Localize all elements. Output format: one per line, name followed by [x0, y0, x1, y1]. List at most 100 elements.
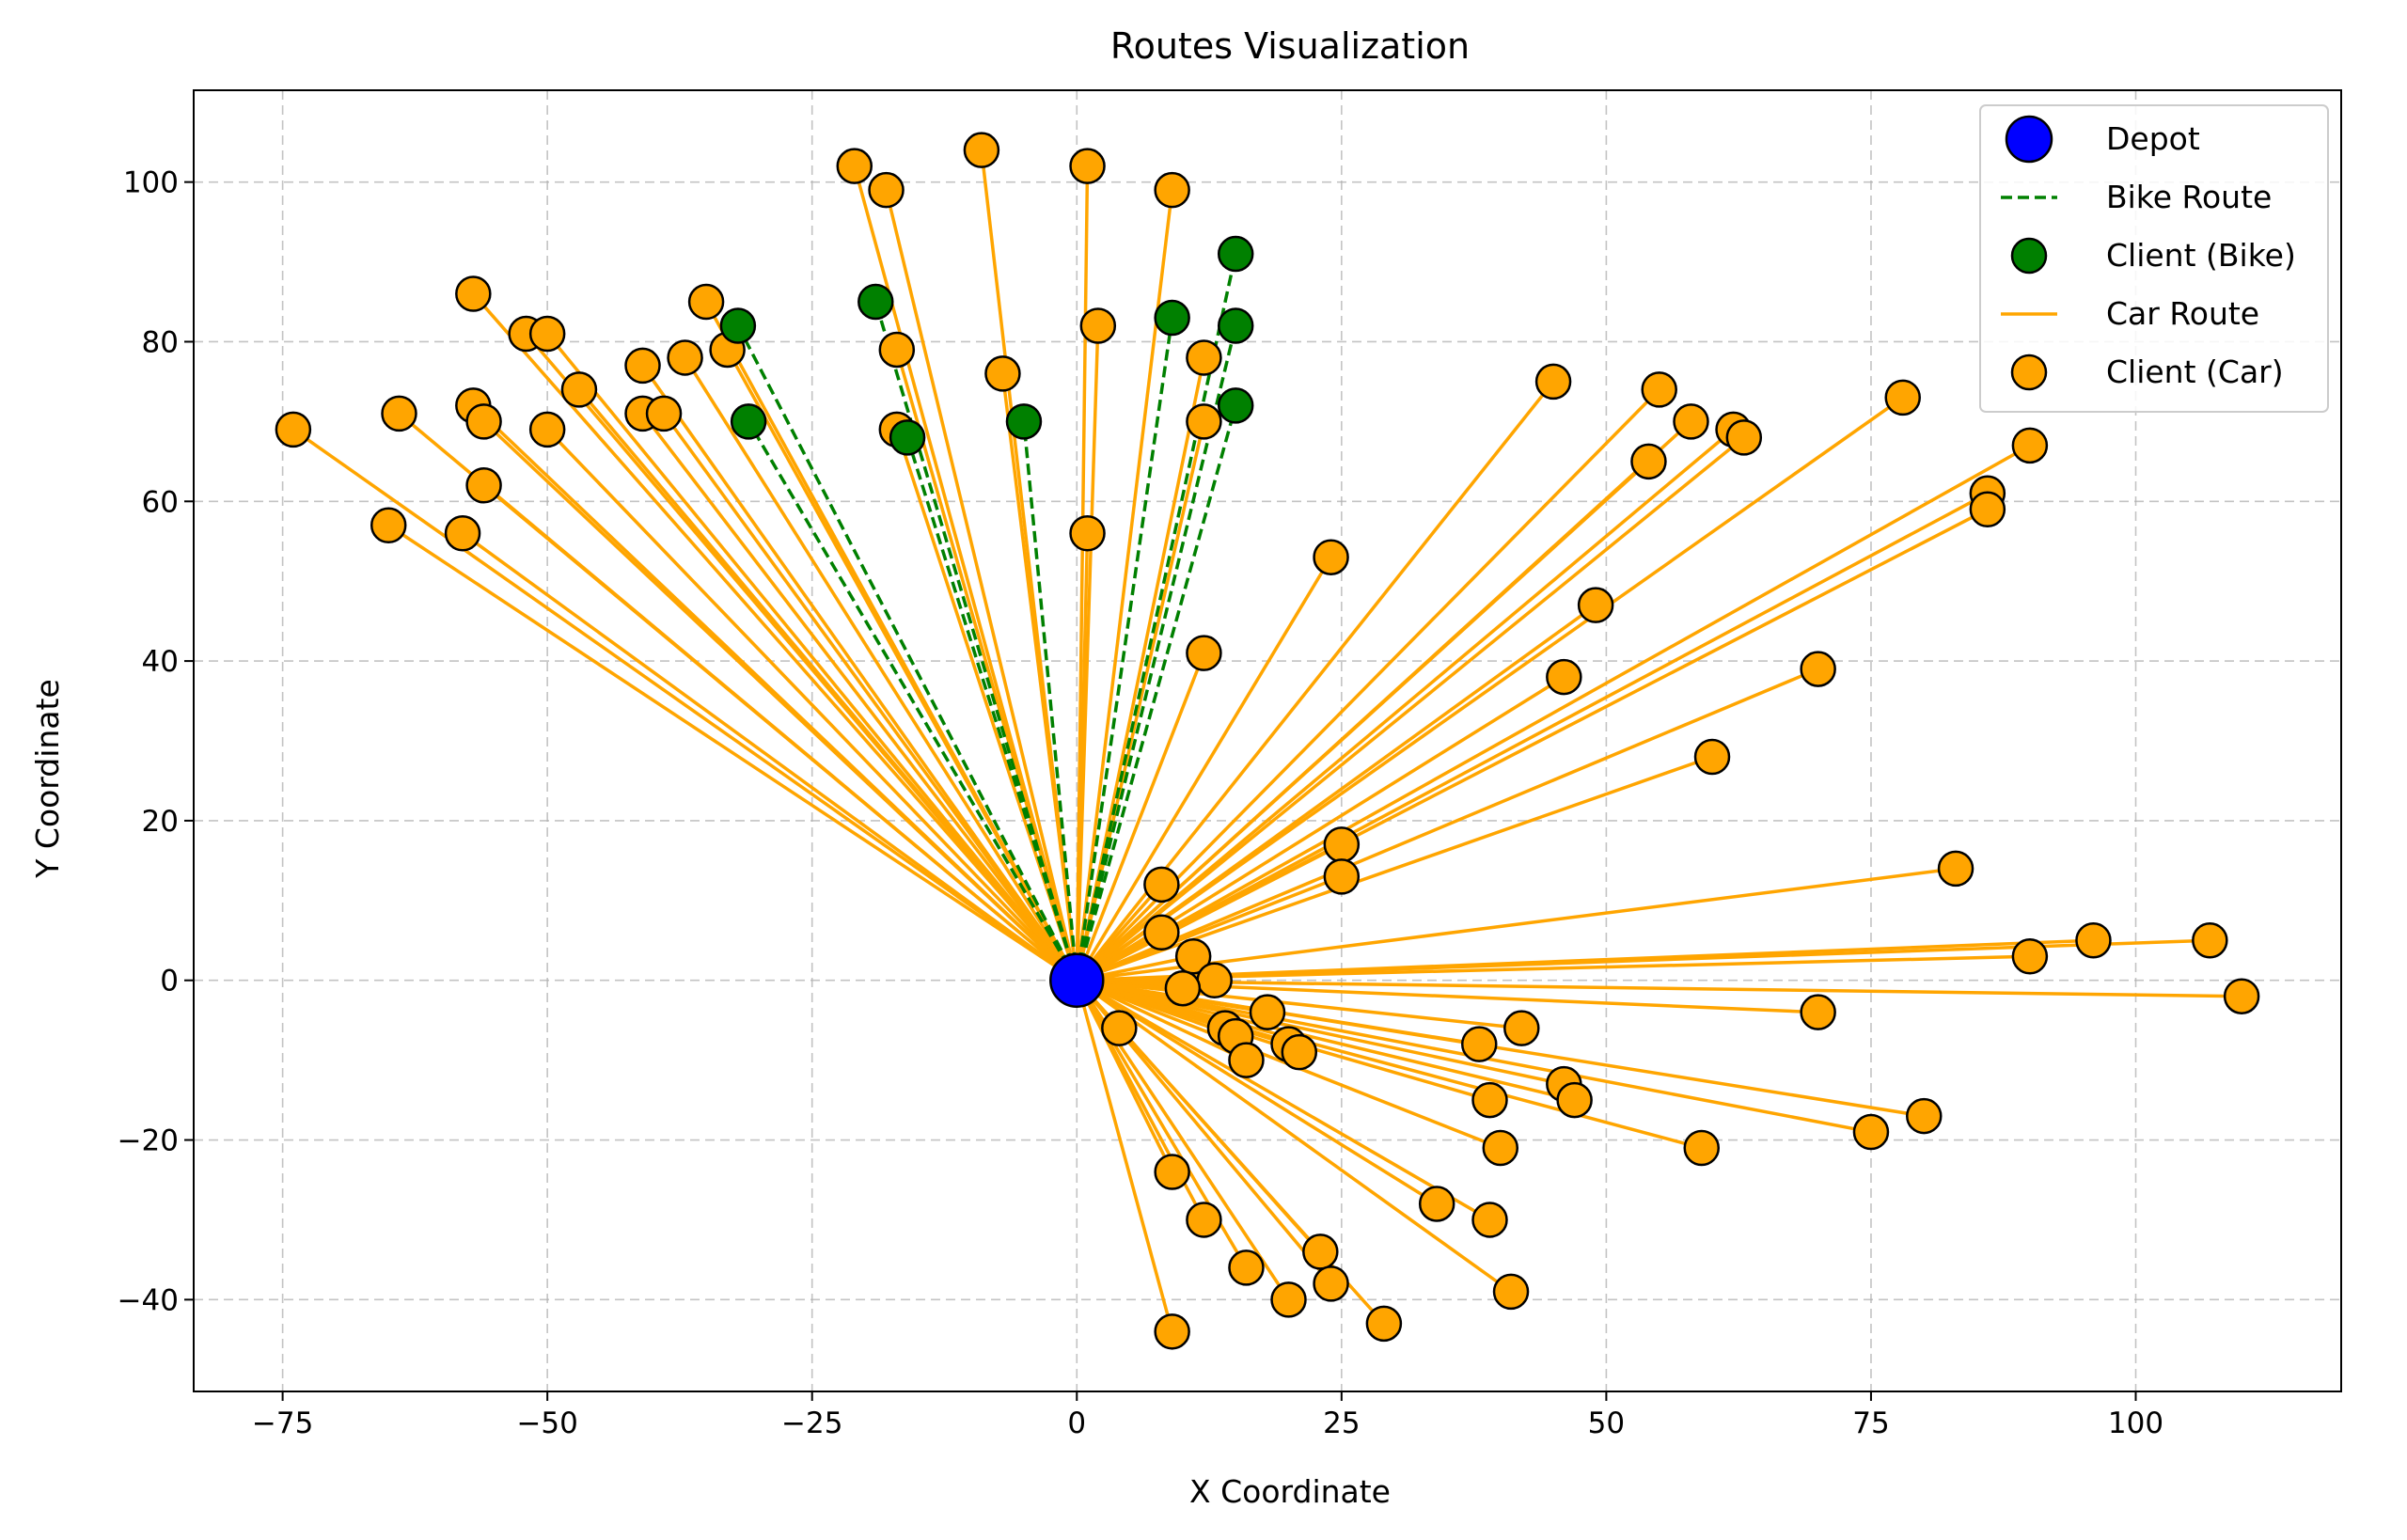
y-tick-label: 80	[142, 325, 179, 359]
bike-route-line	[747, 420, 1078, 982]
x-tick-label: 75	[1852, 1406, 1889, 1440]
car-client-point	[1143, 866, 1180, 904]
car-client-point	[1186, 403, 1222, 440]
car-route-line	[291, 428, 1078, 982]
car-client-point	[1906, 1097, 1943, 1135]
car-route-line	[1076, 979, 1248, 1062]
car-route-line	[726, 349, 1078, 982]
legend-label: Client (Bike)	[2106, 237, 2296, 274]
bike-client-point	[1217, 235, 1254, 273]
car-client-point	[1577, 587, 1614, 623]
car-route-line	[1076, 396, 1904, 982]
car-route-line	[1076, 492, 1989, 982]
car-route-line	[462, 531, 1078, 982]
car-client-point	[1186, 339, 1222, 376]
car-client-point	[1154, 171, 1190, 209]
car-client-point	[1101, 1010, 1138, 1046]
car-route-line	[472, 292, 1078, 982]
bike-route-line	[905, 436, 1078, 982]
legend-box	[1979, 104, 2329, 413]
car-client-point	[1079, 307, 1117, 344]
car-client-point	[1725, 419, 1763, 456]
x-axis-label: X Coordinate	[1189, 1473, 1391, 1510]
car-route-line	[1076, 979, 1576, 1102]
car-client-point	[1460, 1026, 1498, 1062]
y-tick-label: 100	[123, 166, 179, 200]
car-route-line	[641, 364, 1078, 982]
y-tick-label: 20	[142, 805, 179, 839]
car-client-point	[963, 132, 1000, 168]
x-tick-label: −25	[781, 1406, 842, 1440]
bike-client-point	[719, 307, 757, 344]
car-client-point	[645, 395, 683, 432]
bike-client-point	[1005, 403, 1043, 440]
car-client-point	[1884, 379, 1921, 416]
car-route-line	[1077, 978, 1522, 1030]
car-client-point	[1323, 858, 1361, 895]
legend-car-client-marker	[2010, 354, 2048, 391]
car-client-point	[624, 347, 661, 385]
car-route-line	[1075, 980, 1174, 1332]
car-client-point	[1069, 148, 1106, 184]
car-route-line	[662, 412, 1078, 982]
bike-client-point	[889, 419, 926, 456]
car-route-line	[884, 189, 1078, 982]
car-client-point	[1281, 1033, 1318, 1071]
car-route-line	[1076, 667, 1819, 982]
car-route-line	[1076, 979, 1703, 1150]
car-client-point	[528, 315, 566, 353]
car-client-point	[1186, 1202, 1222, 1238]
car-route-line	[1076, 979, 1491, 1221]
car-client-point	[1154, 1313, 1190, 1350]
car-client-point	[1673, 403, 1709, 440]
car-client-point	[878, 331, 916, 369]
car-client-point	[275, 411, 312, 448]
car-client-point	[1492, 1273, 1530, 1311]
car-client-point	[381, 395, 417, 432]
car-client-point	[1534, 363, 1572, 401]
car-client-point	[2223, 978, 2260, 1014]
car-client-point	[1228, 1042, 1265, 1078]
legend-bike-client-marker	[2010, 237, 2048, 275]
car-client-point	[1503, 1010, 1540, 1046]
car-client-point	[1313, 539, 1349, 575]
car-client-point	[1418, 1186, 1455, 1222]
depot-point	[1049, 952, 1105, 1008]
car-client-point	[444, 514, 481, 552]
car-client-point	[1556, 1081, 1593, 1119]
car-client-point	[1641, 371, 1677, 408]
car-route-line	[387, 524, 1078, 982]
legend-label: Car Route	[2106, 295, 2259, 332]
y-tick-label: −40	[118, 1283, 179, 1317]
plot-frame	[193, 89, 2342, 1392]
car-route-line	[482, 420, 1078, 982]
car-client-point	[836, 148, 873, 184]
car-client-point	[2011, 938, 2049, 975]
car-client-point	[370, 507, 407, 543]
car-client-point	[2011, 427, 2049, 464]
car-route-line	[577, 388, 1078, 982]
y-axis-label: Y Coordinate	[29, 679, 66, 879]
car-client-point	[1302, 1234, 1339, 1270]
legend-label: Depot	[2106, 120, 2200, 157]
bike-client-point	[1154, 299, 1190, 337]
car-route-line	[1076, 979, 1565, 1086]
car-route-line	[1000, 373, 1079, 981]
x-tick-label: 0	[1067, 1406, 1086, 1440]
car-client-point	[984, 355, 1021, 392]
car-route-line	[1075, 556, 1333, 982]
car-client-point	[1800, 651, 1836, 687]
y-tick-label: −20	[118, 1124, 179, 1158]
car-client-point	[1630, 443, 1667, 480]
car-client-point	[1852, 1113, 1890, 1151]
car-client-point	[1143, 914, 1180, 951]
car-client-point	[2075, 922, 2112, 959]
car-route-line	[482, 483, 1078, 982]
car-client-point	[1186, 635, 1222, 671]
car-client-point	[1154, 1154, 1190, 1190]
car-client-point	[1969, 491, 2006, 528]
x-tick-label: 50	[1588, 1406, 1625, 1440]
legend: Depot Bike Route Client (Bike) Car Route Cli…	[1979, 104, 2329, 413]
car-route-line	[1076, 444, 2031, 982]
x-tick-label: 100	[2108, 1406, 2163, 1440]
